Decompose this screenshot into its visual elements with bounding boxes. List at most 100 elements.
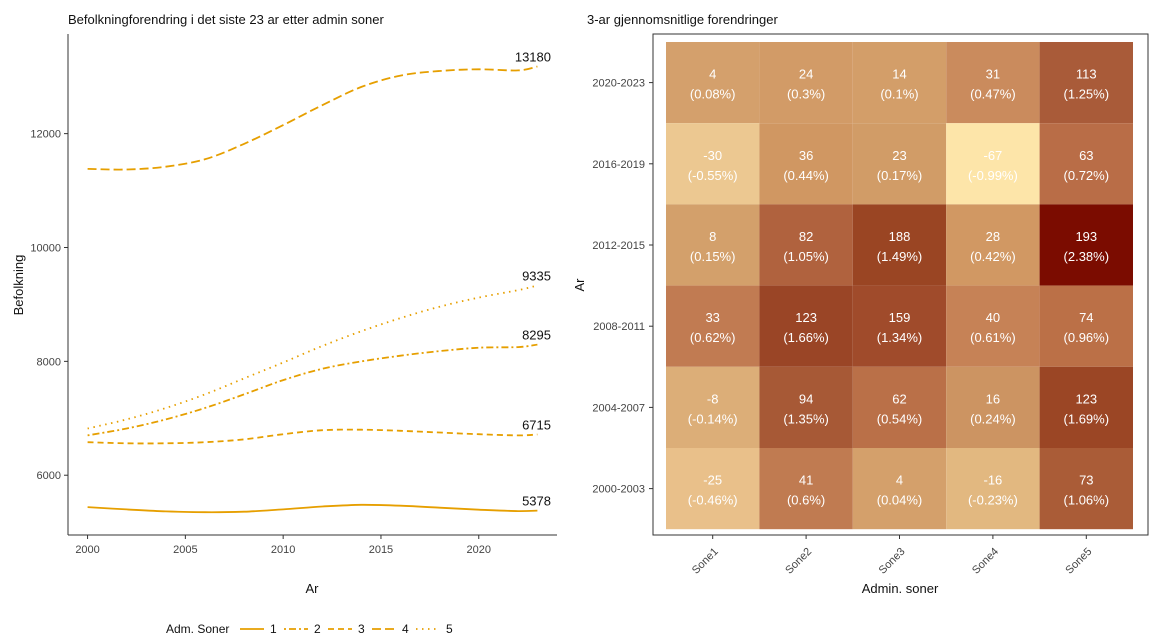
heatmap-cell bbox=[759, 123, 853, 205]
x-tick-label: 2015 bbox=[369, 544, 393, 556]
y-tick-label: 6000 bbox=[37, 470, 61, 482]
x-tick-label: 2000 bbox=[75, 544, 99, 556]
heatmap-cell bbox=[852, 448, 947, 530]
line-chart: 2000 2005 2010 2015 2020 600080001000012000 … bbox=[11, 34, 557, 596]
heatmap-cell-value: 113 bbox=[1076, 67, 1097, 82]
heatmap-cell-value: 14 bbox=[892, 67, 906, 82]
x-axis-title: Ar bbox=[306, 581, 320, 596]
heatmap-cell bbox=[946, 204, 1040, 286]
heatmap-y-axis-title: Ar bbox=[572, 278, 587, 292]
heatmap-cell-value: 23 bbox=[892, 148, 906, 163]
heatmap-cell-value: 188 bbox=[889, 229, 911, 244]
heatmap-cell bbox=[852, 42, 947, 124]
heatmap-cell-value: -16 bbox=[984, 473, 1003, 488]
heatmap-cell-percent: (1.34%) bbox=[877, 330, 923, 345]
heatmap-cell-value: 4 bbox=[896, 473, 903, 488]
heatmap-cell-percent: (0.15%) bbox=[690, 249, 736, 264]
heatmap-x-tick-label: Sone3 bbox=[877, 546, 908, 577]
heatmap-cell-percent: (0.62%) bbox=[690, 330, 736, 345]
heatmap-cell bbox=[1039, 448, 1133, 530]
heatmap-cell-percent: (2.38%) bbox=[1064, 249, 1110, 264]
heatmap-cell-value: 62 bbox=[892, 391, 906, 406]
series-end-label-4: 13180 bbox=[515, 49, 551, 64]
heatmap-cell bbox=[666, 448, 760, 530]
heatmap-cell-value: -30 bbox=[703, 148, 722, 163]
heatmap-cell-value: 16 bbox=[986, 391, 1000, 406]
heatmap-cell-percent: (-0.23%) bbox=[968, 493, 1018, 508]
heatmap-cell-percent: (0.61%) bbox=[970, 330, 1016, 345]
heatmap-cell-percent: (1.25%) bbox=[1064, 87, 1110, 102]
y-tick-label: 10000 bbox=[30, 242, 61, 254]
heatmap-cell-percent: (1.66%) bbox=[783, 330, 829, 345]
series-line-2 bbox=[87, 343, 538, 437]
heatmap-cell bbox=[759, 448, 853, 530]
heatmap-cell bbox=[759, 285, 853, 367]
heatmap-cell bbox=[666, 285, 760, 367]
heatmap-cell-value: 73 bbox=[1079, 473, 1093, 488]
heatmap-y-tick-label: 2012-2015 bbox=[592, 240, 645, 252]
heatmap-cell-percent: (1.49%) bbox=[877, 249, 923, 264]
heatmap-cell bbox=[852, 366, 947, 448]
heatmap-cell-percent: (0.1%) bbox=[880, 87, 918, 102]
heatmap-title: 3-ar gjennomsnitlige forendringer bbox=[587, 12, 778, 27]
x-tick-label: 2020 bbox=[467, 544, 491, 556]
heatmap-cell-value: 4 bbox=[709, 67, 716, 82]
heatmap-cell-value: 40 bbox=[986, 310, 1000, 325]
heatmap-cell-value: 8 bbox=[709, 229, 716, 244]
heatmap-cell-value: 33 bbox=[705, 310, 719, 325]
x-tick-label: 2005 bbox=[173, 544, 197, 556]
legend-label-4: 4 bbox=[402, 622, 409, 636]
heatmap-cell-value: 24 bbox=[799, 67, 813, 82]
heatmap-cell bbox=[666, 123, 760, 205]
heatmap-cell-percent: (-0.14%) bbox=[688, 411, 738, 426]
heatmap-x-tick-label: Sone4 bbox=[970, 546, 1001, 577]
heatmap-cell-percent: (-0.46%) bbox=[688, 493, 738, 508]
heatmap-cell bbox=[1039, 42, 1133, 124]
heatmap-cell bbox=[946, 42, 1040, 124]
heatmap-cell bbox=[666, 366, 760, 448]
heatmap-cell bbox=[852, 285, 947, 367]
heatmap-cell-percent: (0.44%) bbox=[783, 168, 829, 183]
heatmap-cell bbox=[1039, 123, 1133, 205]
heatmap-cell-percent: (-0.55%) bbox=[688, 168, 738, 183]
heatmap-y-tick-label: 2008-2011 bbox=[593, 321, 645, 333]
heatmap-cell-percent: (0.08%) bbox=[690, 87, 736, 102]
series-end-label-2: 8295 bbox=[522, 328, 551, 343]
series-end-label-5: 9335 bbox=[522, 268, 551, 283]
heatmap-cell bbox=[1039, 366, 1133, 448]
y-tick-label: 8000 bbox=[37, 356, 61, 368]
series-end-label-1: 5378 bbox=[522, 494, 551, 509]
series-line-1 bbox=[87, 503, 538, 514]
heatmap-cell bbox=[759, 42, 853, 124]
heatmap-cell-value: -67 bbox=[984, 148, 1003, 163]
legend-label-3: 3 bbox=[358, 622, 365, 636]
heatmap-cell-value: 41 bbox=[799, 473, 813, 488]
heatmap-cell bbox=[1039, 285, 1133, 367]
heatmap-frame bbox=[652, 33, 1149, 536]
series-line-4 bbox=[87, 65, 538, 171]
heatmap-cell bbox=[946, 123, 1040, 205]
series-line-3 bbox=[87, 428, 538, 445]
heatmap-cell bbox=[852, 204, 947, 286]
heatmap-cell-percent: (1.35%) bbox=[783, 411, 829, 426]
heatmap-cell-value: 123 bbox=[1075, 391, 1097, 406]
heatmap-cell-value: 31 bbox=[986, 67, 1000, 82]
heatmap-cell-value: 94 bbox=[799, 391, 813, 406]
heatmap-cell-percent: (-0.99%) bbox=[968, 168, 1018, 183]
legend-label-1: 1 bbox=[270, 622, 277, 636]
heatmap-cell bbox=[946, 366, 1040, 448]
heatmap: 4 (0.08%) 24 (0.3%) 14 (0.1%) 31 (0.47%) 113 (1.2… bbox=[572, 33, 1149, 596]
heatmap-cell bbox=[946, 448, 1040, 530]
heatmap-cell bbox=[666, 42, 760, 124]
heatmap-cell-value: 63 bbox=[1079, 148, 1093, 163]
heatmap-cell-percent: (0.72%) bbox=[1064, 168, 1110, 183]
heatmap-cell bbox=[852, 123, 947, 205]
heatmap-cell bbox=[946, 285, 1040, 367]
heatmap-cell-value: 123 bbox=[795, 310, 817, 325]
x-tick-label: 2010 bbox=[271, 544, 295, 556]
heatmap-cell bbox=[759, 204, 853, 286]
legend-title: Adm. Soner bbox=[166, 622, 229, 636]
heatmap-cell-value: 159 bbox=[889, 310, 911, 325]
legend: Adm. Soner 1 2 3 4 5 bbox=[166, 622, 453, 636]
